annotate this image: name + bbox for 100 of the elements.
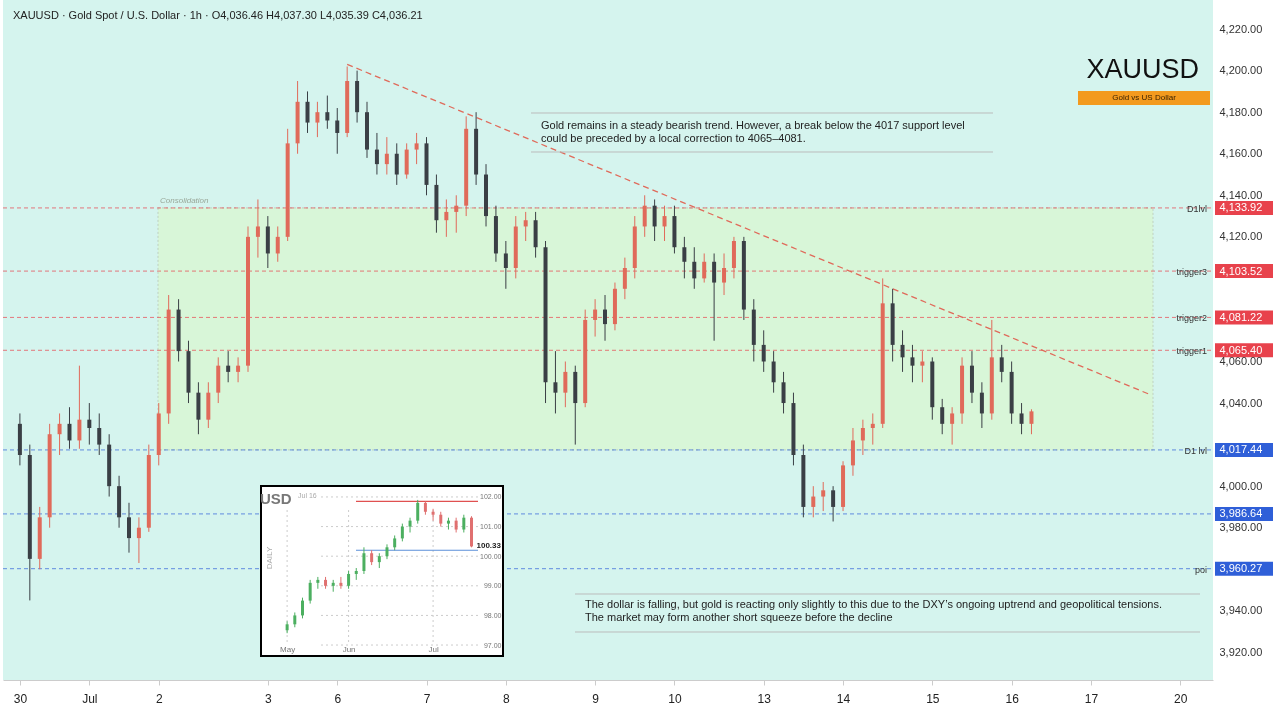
x-tick-label: 8 bbox=[503, 691, 511, 706]
band-label: Consolidation bbox=[160, 195, 210, 205]
ref-line-label: trigger2 bbox=[1176, 313, 1207, 324]
x-tick-label: 30 bbox=[13, 691, 28, 706]
y-tick-label: 4,133.92 bbox=[1219, 201, 1263, 214]
x-tick-label: 6 bbox=[334, 691, 342, 706]
candlestick bbox=[910, 344, 915, 383]
candlestick bbox=[126, 502, 131, 554]
candlestick bbox=[431, 508, 435, 522]
candlestick bbox=[712, 252, 717, 342]
candlestick bbox=[771, 350, 776, 394]
candlestick bbox=[285, 620, 289, 634]
candlestick bbox=[454, 194, 459, 234]
candlestick bbox=[414, 132, 419, 165]
y-tick-label: 3,986.64 bbox=[1219, 507, 1263, 520]
candlestick bbox=[255, 198, 260, 259]
text: XAUUSD · Gold Spot / U.S. Dollar · 1h · O4,036.46 H4,037.30 L4,035.39 C4,036.21 bbox=[13, 9, 423, 21]
x-tick-label: Jul bbox=[82, 691, 98, 706]
candlestick bbox=[870, 412, 875, 446]
candlestick bbox=[374, 132, 379, 176]
candlestick bbox=[831, 485, 836, 522]
candlestick bbox=[642, 194, 647, 238]
candlestick bbox=[57, 412, 62, 456]
candlestick bbox=[940, 398, 945, 435]
y-tick-label: 4,060.00 bbox=[1219, 355, 1263, 367]
y-tick-label: 4,140.00 bbox=[1219, 188, 1263, 201]
y-tick-label: 3,980.00 bbox=[1219, 521, 1263, 534]
candlestick bbox=[603, 294, 608, 342]
x-tick-label: Jul bbox=[428, 644, 439, 654]
annotation: Gold vs US Dollar bbox=[1112, 93, 1177, 102]
candlestick bbox=[226, 350, 231, 383]
candlestick bbox=[275, 225, 280, 263]
y-tick-label: 3,920.00 bbox=[1219, 645, 1263, 658]
candlestick bbox=[950, 406, 955, 446]
candlestick bbox=[444, 198, 449, 238]
candlestick bbox=[335, 107, 340, 155]
candlestick bbox=[553, 350, 558, 414]
candlestick bbox=[860, 419, 865, 456]
y-tick-label: 4,081.22 bbox=[1219, 310, 1263, 323]
x-tick-label: 15 bbox=[926, 691, 940, 706]
candlestick bbox=[308, 579, 312, 605]
y-tick-label: 4,065.40 bbox=[1219, 343, 1263, 356]
candlestick bbox=[67, 406, 72, 450]
x-tick-label: Jun bbox=[342, 644, 356, 654]
y-tick-label: 4,120.00 bbox=[1219, 230, 1263, 243]
candlestick bbox=[339, 576, 343, 590]
y-tick-label: 3,940.00 bbox=[1219, 604, 1263, 617]
candlestick bbox=[300, 597, 304, 619]
candlestick bbox=[682, 236, 687, 279]
candlestick bbox=[523, 211, 528, 242]
candlestick bbox=[1029, 408, 1034, 435]
x-tick-label: 17 bbox=[1084, 691, 1099, 706]
x-tick-label: 9 bbox=[592, 691, 600, 706]
candlestick bbox=[781, 371, 786, 414]
candlestick bbox=[236, 356, 241, 383]
candlestick bbox=[77, 365, 82, 450]
x-tick-label: 2 bbox=[155, 691, 163, 706]
ref-line-label: trigger3 bbox=[1176, 267, 1207, 278]
candlestick bbox=[316, 576, 320, 590]
y-tick-label: 4,220.00 bbox=[1219, 22, 1263, 35]
candlestick bbox=[999, 344, 1004, 383]
x-tick-label: 16 bbox=[1005, 691, 1020, 706]
candlestick bbox=[394, 142, 399, 186]
candlestick bbox=[662, 205, 667, 242]
candlestick bbox=[811, 485, 816, 518]
ref-line-label: poi bbox=[1194, 564, 1207, 575]
candlestick bbox=[87, 402, 92, 446]
candlestick bbox=[136, 516, 141, 564]
candlestick bbox=[416, 499, 420, 525]
candlestick bbox=[305, 90, 310, 134]
x-tick-label: 10 bbox=[668, 691, 682, 706]
candlestick bbox=[1019, 402, 1024, 435]
y-tick-label: 4,103.52 bbox=[1219, 264, 1263, 277]
x-tick-label: 13 bbox=[757, 691, 772, 706]
candlestick bbox=[761, 329, 766, 373]
ref-line-label: trigger1 bbox=[1176, 346, 1207, 357]
x-tick-label: 7 bbox=[423, 691, 431, 706]
y-tick-label: 4,017.44 bbox=[1219, 443, 1263, 456]
annotation: XAUUSD bbox=[1086, 54, 1199, 84]
candlestick bbox=[821, 481, 826, 512]
annotation: 100.33 bbox=[476, 541, 502, 551]
candlestick bbox=[593, 298, 598, 338]
candlestick bbox=[692, 246, 697, 290]
candlestick bbox=[920, 350, 925, 383]
ref-line-label: D1lvl bbox=[1186, 203, 1207, 214]
ref-line-label: D1 lvl bbox=[1184, 445, 1207, 456]
y-tick-label: 4,180.00 bbox=[1219, 105, 1263, 118]
annotation: DAILY bbox=[265, 546, 274, 570]
candlestick bbox=[362, 546, 366, 575]
candlestick bbox=[702, 252, 707, 284]
candlestick bbox=[315, 101, 320, 138]
candlestick bbox=[652, 198, 657, 242]
candlestick bbox=[384, 136, 389, 176]
y-tick-label: 4,200.00 bbox=[1219, 64, 1263, 77]
candlestick bbox=[900, 329, 905, 373]
candlestick bbox=[503, 240, 508, 290]
annotation: Gold remains in a steady bearish trend. However, a break below the 4017 support level could be preceded by a local correction to 4065–4081. bbox=[541, 119, 965, 144]
annotation: The dollar is falling, but gold is reacting only slightly to this due to the DXY’s ongoing uptrend and geopolitical tensions. The market may form another short squeeze before the decline bbox=[585, 598, 1163, 623]
candlestick bbox=[622, 257, 627, 300]
y-tick-label: 4,000.00 bbox=[1219, 479, 1263, 492]
